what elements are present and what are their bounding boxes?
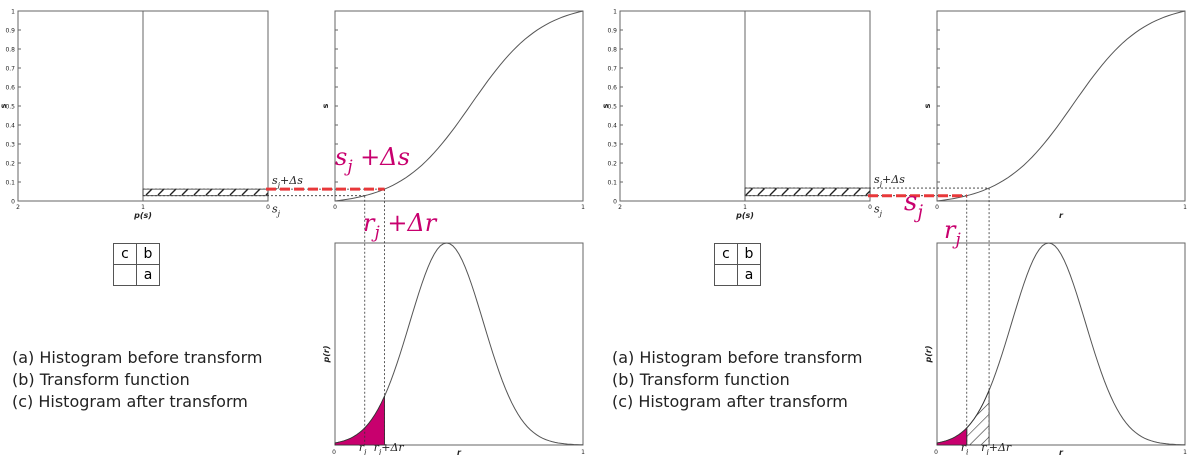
y-tick-label: 0.1 [5,180,15,187]
label-sj-big: sj [904,187,923,223]
histogram-pr-frame [334,242,584,446]
hatched-histogram-bar [142,188,269,197]
histogram-pr-frame [936,242,1186,446]
caption-b: (b) Transform function [612,370,790,389]
captions-right: (a) Histogram before transform (b) Trans… [612,347,862,413]
y-tick-label: 0.3 [5,142,15,149]
y-tick-label: 0.9 [607,28,617,35]
caption-c: (c) Histogram after transform [12,392,248,411]
axis-label-s: s [321,103,330,108]
label-sj-small: sj [874,203,883,218]
key-c: c [714,243,738,265]
y-tick-label: 0.7 [607,66,617,73]
axis-label-ps: p(s) [735,211,754,220]
y-tick-label: 0.2 [5,161,15,168]
caption-b: (b) Transform function [12,370,190,389]
x-tick-label: 1 [581,449,585,455]
transform-curve [334,10,584,202]
pr-curve [936,242,1186,446]
axis-label-s: s [601,103,610,108]
pr-curve [334,242,584,446]
key-b: b [136,243,160,265]
x-tick-label: 0 [934,449,938,455]
axis-label-r: r [1059,448,1064,455]
x-tick-label: 0 [333,204,337,211]
y-tick-label: 0.6 [5,85,15,92]
label-sj-plus-ds-big: sj +Δs [335,143,410,176]
y-tick-label: 0.6 [607,85,617,92]
axis-label-pr: p(r) [924,346,933,364]
probability-area [334,395,385,446]
y-tick-label: 1 [613,9,617,16]
transform-frame [334,10,584,202]
y-tick-label: 0.4 [607,123,617,130]
axis-label-ps: p(s) [133,211,152,220]
label-sj-small: sj [272,203,281,218]
axis-label-r: r [1059,211,1064,220]
label-rj-plus-dr-small: rj+Δr [981,441,1012,455]
x-tick-label: 2 [618,204,622,211]
y-tick-label: 1 [11,9,15,16]
x-tick-label: 1 [1183,204,1187,211]
y-tick-label: 0.8 [607,47,617,54]
x-tick-label: 0 [266,204,270,211]
y-tick-label: 0.2 [607,161,617,168]
transform-curve [936,10,1186,202]
key-a: a [737,264,761,286]
label-sj-plus-ds-small: sj+Δs [874,173,905,188]
x-tick-label: 1 [581,204,585,211]
x-tick-label: 0 [935,204,939,211]
key-c: c [113,243,137,265]
label-rj-plus-dr-big: rj +Δr [363,209,438,242]
y-tick-label: 0.3 [607,142,617,149]
axis-label-pr: p(r) [322,346,331,364]
probability-area [936,426,968,446]
axis-label-s: s [923,103,932,108]
y-tick-label: 0 [613,199,617,206]
label-rj-plus-dr-small: rj+Δr [374,441,405,455]
x-tick-label: 1 [141,204,145,211]
y-tick-label: 0.9 [5,28,15,35]
key-b: b [737,243,761,265]
y-tick-label: 0.5 [607,104,617,111]
x-tick-label: 0 [868,204,872,211]
y-tick-label: 0.5 [5,104,15,111]
label-rj-small: rj [359,441,367,455]
caption-a: (a) Histogram before transform [12,348,263,367]
label-ri-small: ri [961,441,969,455]
caption-c: (c) Histogram after transform [612,392,848,411]
y-tick-label: 0.1 [607,180,617,187]
hatched-area [966,390,990,446]
label-sj-plus-ds-small: sj+Δs [272,174,303,189]
figure-panel-1 [17,10,584,446]
y-tick-label: 0.4 [5,123,15,130]
caption-a: (a) Histogram before transform [612,348,863,367]
transform-frame [936,10,1186,202]
x-tick-label: 1 [1183,449,1187,455]
x-tick-label: 1 [743,204,747,211]
captions-left: (a) Histogram before transform (b) Trans… [12,347,262,413]
figure-panel-2 [619,10,1186,446]
label-rj-big: rj [944,216,961,249]
axis-label-s: s [0,103,8,108]
y-tick-label: 0 [11,199,15,206]
hatched-histogram-bar [744,187,871,197]
x-tick-label: 2 [16,204,20,211]
axis-label-r: r [457,448,462,455]
y-tick-label: 0.8 [5,47,15,54]
x-tick-label: 0 [332,449,336,455]
y-tick-label: 0.7 [5,66,15,73]
key-a: a [136,264,160,286]
